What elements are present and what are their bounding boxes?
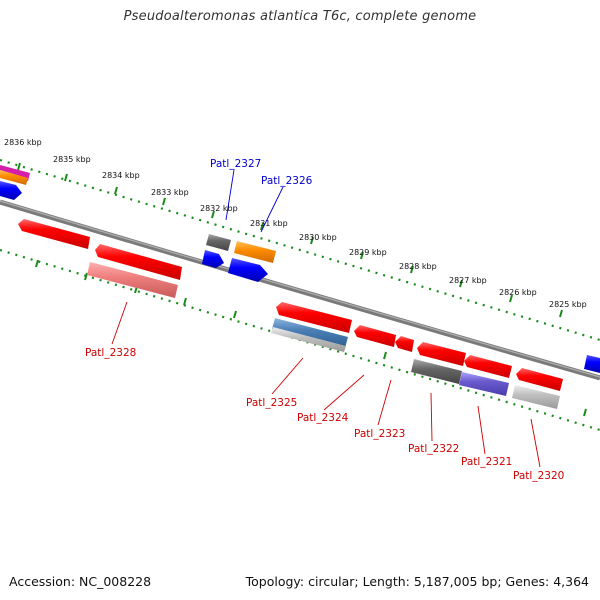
gene-label[interactable]: Patl_2322 <box>408 443 459 455</box>
gene-label[interactable]: Patl_2324 <box>297 412 349 424</box>
gene-label[interactable]: Patl_2321 <box>461 456 512 468</box>
gene-label[interactable]: Patl_2328 <box>85 347 136 359</box>
gene-feature[interactable] <box>228 258 268 282</box>
gene-feature[interactable] <box>584 355 600 373</box>
reverse-leaders <box>111 301 541 468</box>
kbp-label: 2836 kbp <box>4 138 42 147</box>
gene-label[interactable]: Patl_2320 <box>513 470 564 482</box>
kbp-label: 2825 kbp <box>549 300 587 309</box>
gene-label[interactable]: Patl_2325 <box>246 397 297 409</box>
kbp-label: 2828 kbp <box>399 262 437 271</box>
gene-feature[interactable] <box>459 372 509 396</box>
gene-label[interactable]: Patl_2323 <box>354 428 405 440</box>
gene-feature[interactable] <box>512 385 560 409</box>
genome-backbone <box>0 199 600 381</box>
kbp-label: 2829 kbp <box>349 248 387 257</box>
accession-text: Accession: NC_008228 <box>9 574 152 589</box>
gene-feature[interactable] <box>354 325 396 347</box>
gene-feature[interactable] <box>95 244 182 280</box>
genome-backbone-highlight <box>0 200 600 378</box>
genome-stats-text: Topology: circular; Length: 5,187,005 bp… <box>245 574 589 589</box>
forward-genes <box>0 165 600 373</box>
page-title: Pseudoalteromonas atlantica T6c, complet… <box>123 9 477 24</box>
forward-leaders <box>225 169 284 233</box>
gene-feature[interactable] <box>206 234 231 251</box>
gene-feature[interactable] <box>0 181 22 200</box>
gene-label[interactable]: Patl_2326 <box>261 175 313 187</box>
reverse-genes <box>18 219 563 409</box>
outer-tick-track <box>0 158 600 342</box>
gene-feature[interactable] <box>87 262 178 298</box>
kbp-label: 2835 kbp <box>53 155 91 164</box>
gene-feature[interactable] <box>516 368 563 391</box>
gene-feature[interactable] <box>276 302 352 333</box>
forward-gene-labels: Patl_2327 Patl_2326 <box>210 158 313 187</box>
kbp-label: 2827 kbp <box>449 276 487 285</box>
kbp-label: 2834 kbp <box>102 171 140 180</box>
kbp-label: 2832 kbp <box>200 204 238 213</box>
gene-feature[interactable] <box>417 342 466 366</box>
gene-feature[interactable] <box>395 336 414 352</box>
reverse-gene-labels: Patl_2328 Patl_2325 Patl_2324 Patl_2323 … <box>85 347 564 482</box>
gene-feature[interactable] <box>234 241 276 263</box>
gene-feature[interactable] <box>271 327 346 352</box>
outer-major-ticks <box>17 162 563 318</box>
gene-feature[interactable] <box>272 318 348 348</box>
gene-feature[interactable] <box>411 359 462 384</box>
gene-label[interactable]: Patl_2327 <box>210 158 261 170</box>
kbp-label: 2833 kbp <box>151 188 189 197</box>
kbp-label: 2830 kbp <box>299 233 337 242</box>
kbp-labels: 2836 kbp 2835 kbp 2834 kbp 2833 kbp 2832… <box>4 138 587 309</box>
gene-feature[interactable] <box>0 170 28 185</box>
kbp-label: 2831 kbp <box>250 219 288 228</box>
gene-feature[interactable] <box>18 219 90 249</box>
kbp-label: 2826 kbp <box>499 288 537 297</box>
gene-feature[interactable] <box>464 355 512 378</box>
gene-feature[interactable] <box>202 250 224 268</box>
